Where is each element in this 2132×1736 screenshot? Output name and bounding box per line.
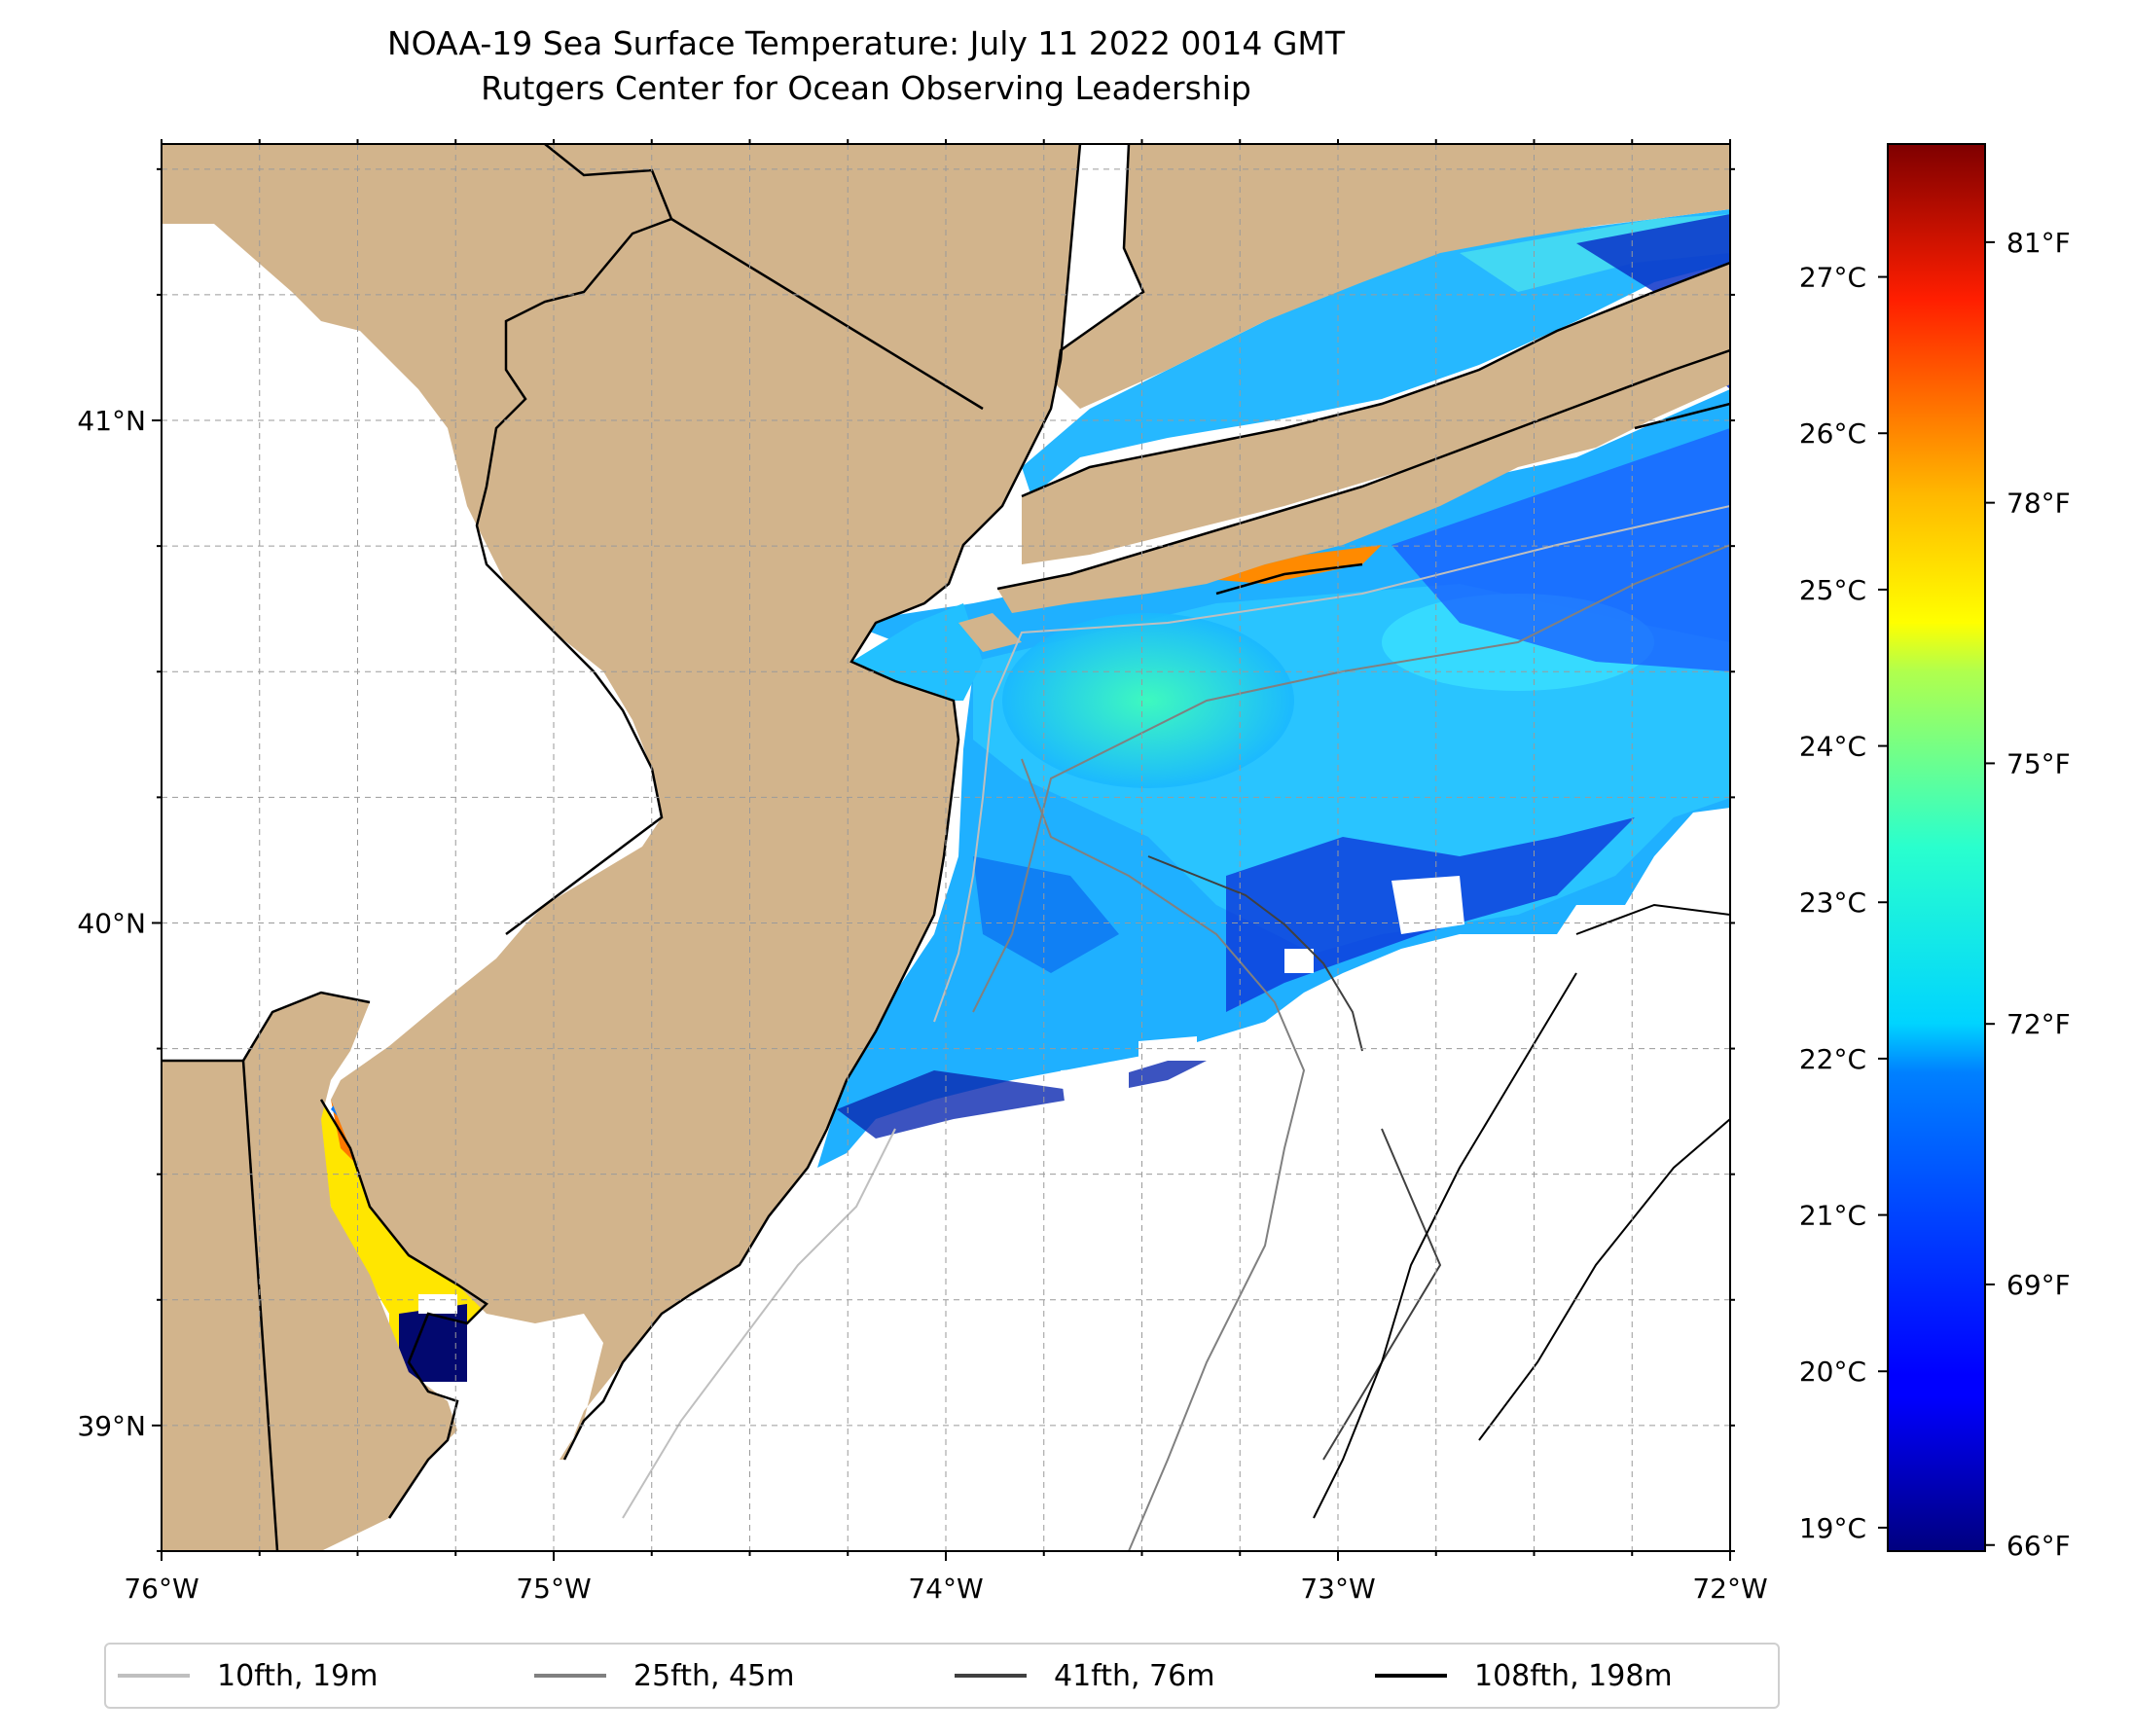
colorbar-axes: 19°C 20°C 21°C 22°C 23°C 24°C 25°C 26°C 27°C 66°F… — [1799, 227, 2071, 1562]
fahrenheit-tick-label: 78°F — [2006, 488, 2071, 520]
lon-tick-label: 74°W — [908, 1573, 983, 1605]
map-subtitle: Rutgers Center for Ocean Observing Leade… — [481, 69, 1251, 107]
legend-label: 10fth, 19m — [217, 1658, 379, 1693]
celsius-tick-label: 22°C — [1799, 1043, 1866, 1075]
legend-swatch — [955, 1674, 1027, 1678]
legend-label: 41fth, 76m — [1054, 1658, 1215, 1693]
celsius-tick-label: 25°C — [1799, 574, 1866, 606]
celsius-tick-label: 21°C — [1799, 1200, 1866, 1232]
fahrenheit-tick-label: 72°F — [2006, 1008, 2071, 1040]
celsius-tick-label: 27°C — [1799, 262, 1866, 294]
celsius-tick-label: 23°C — [1799, 886, 1866, 919]
map-grid — [162, 144, 1730, 1551]
legend-swatch — [534, 1674, 606, 1678]
legend-label: 25fth, 45m — [633, 1658, 795, 1693]
lat-tick-label: 40°N — [77, 907, 146, 939]
legend-swatch — [118, 1674, 190, 1678]
legend-item-10fth: 10fth, 19m — [118, 1645, 378, 1707]
lon-tick-label: 73°W — [1300, 1573, 1375, 1605]
lon-tick-label: 75°W — [516, 1573, 591, 1605]
celsius-tick-label: 19°C — [1799, 1512, 1866, 1544]
colorbar — [1887, 143, 1986, 1552]
map-title: NOAA-19 Sea Surface Temperature: July 11… — [386, 24, 1346, 62]
celsius-tick-label: 20°C — [1799, 1356, 1866, 1388]
fahrenheit-tick-label: 75°F — [2006, 747, 2071, 779]
legend-item-108fth: 108fth, 198m — [1375, 1645, 1673, 1707]
lon-tick-label: 72°W — [1692, 1573, 1767, 1605]
legend-item-25fth: 25fth, 45m — [534, 1645, 794, 1707]
lon-tick-label: 76°W — [124, 1573, 199, 1605]
celsius-tick-label: 26°C — [1799, 417, 1866, 450]
fahrenheit-tick-label: 66°F — [2006, 1530, 2071, 1562]
coastlines — [162, 144, 1730, 1551]
contour-legend: 10fth, 19m 25fth, 45m 41fth, 76m 108fth,… — [104, 1643, 1780, 1709]
legend-item-41fth: 41fth, 76m — [955, 1645, 1214, 1707]
map-axes: 76°W 75°W 74°W 73°W 72°W 41°N 40°N 39°N — [77, 139, 1768, 1605]
fahrenheit-tick-label: 81°F — [2006, 227, 2071, 259]
bathymetry-contours — [622, 505, 1730, 1551]
celsius-tick-label: 24°C — [1799, 731, 1866, 763]
legend-label: 108fth, 198m — [1474, 1658, 1673, 1693]
lat-tick-label: 39°N — [77, 1410, 146, 1442]
lat-tick-label: 41°N — [77, 405, 146, 437]
legend-swatch — [1375, 1674, 1447, 1678]
fahrenheit-tick-label: 69°F — [2006, 1269, 2071, 1301]
